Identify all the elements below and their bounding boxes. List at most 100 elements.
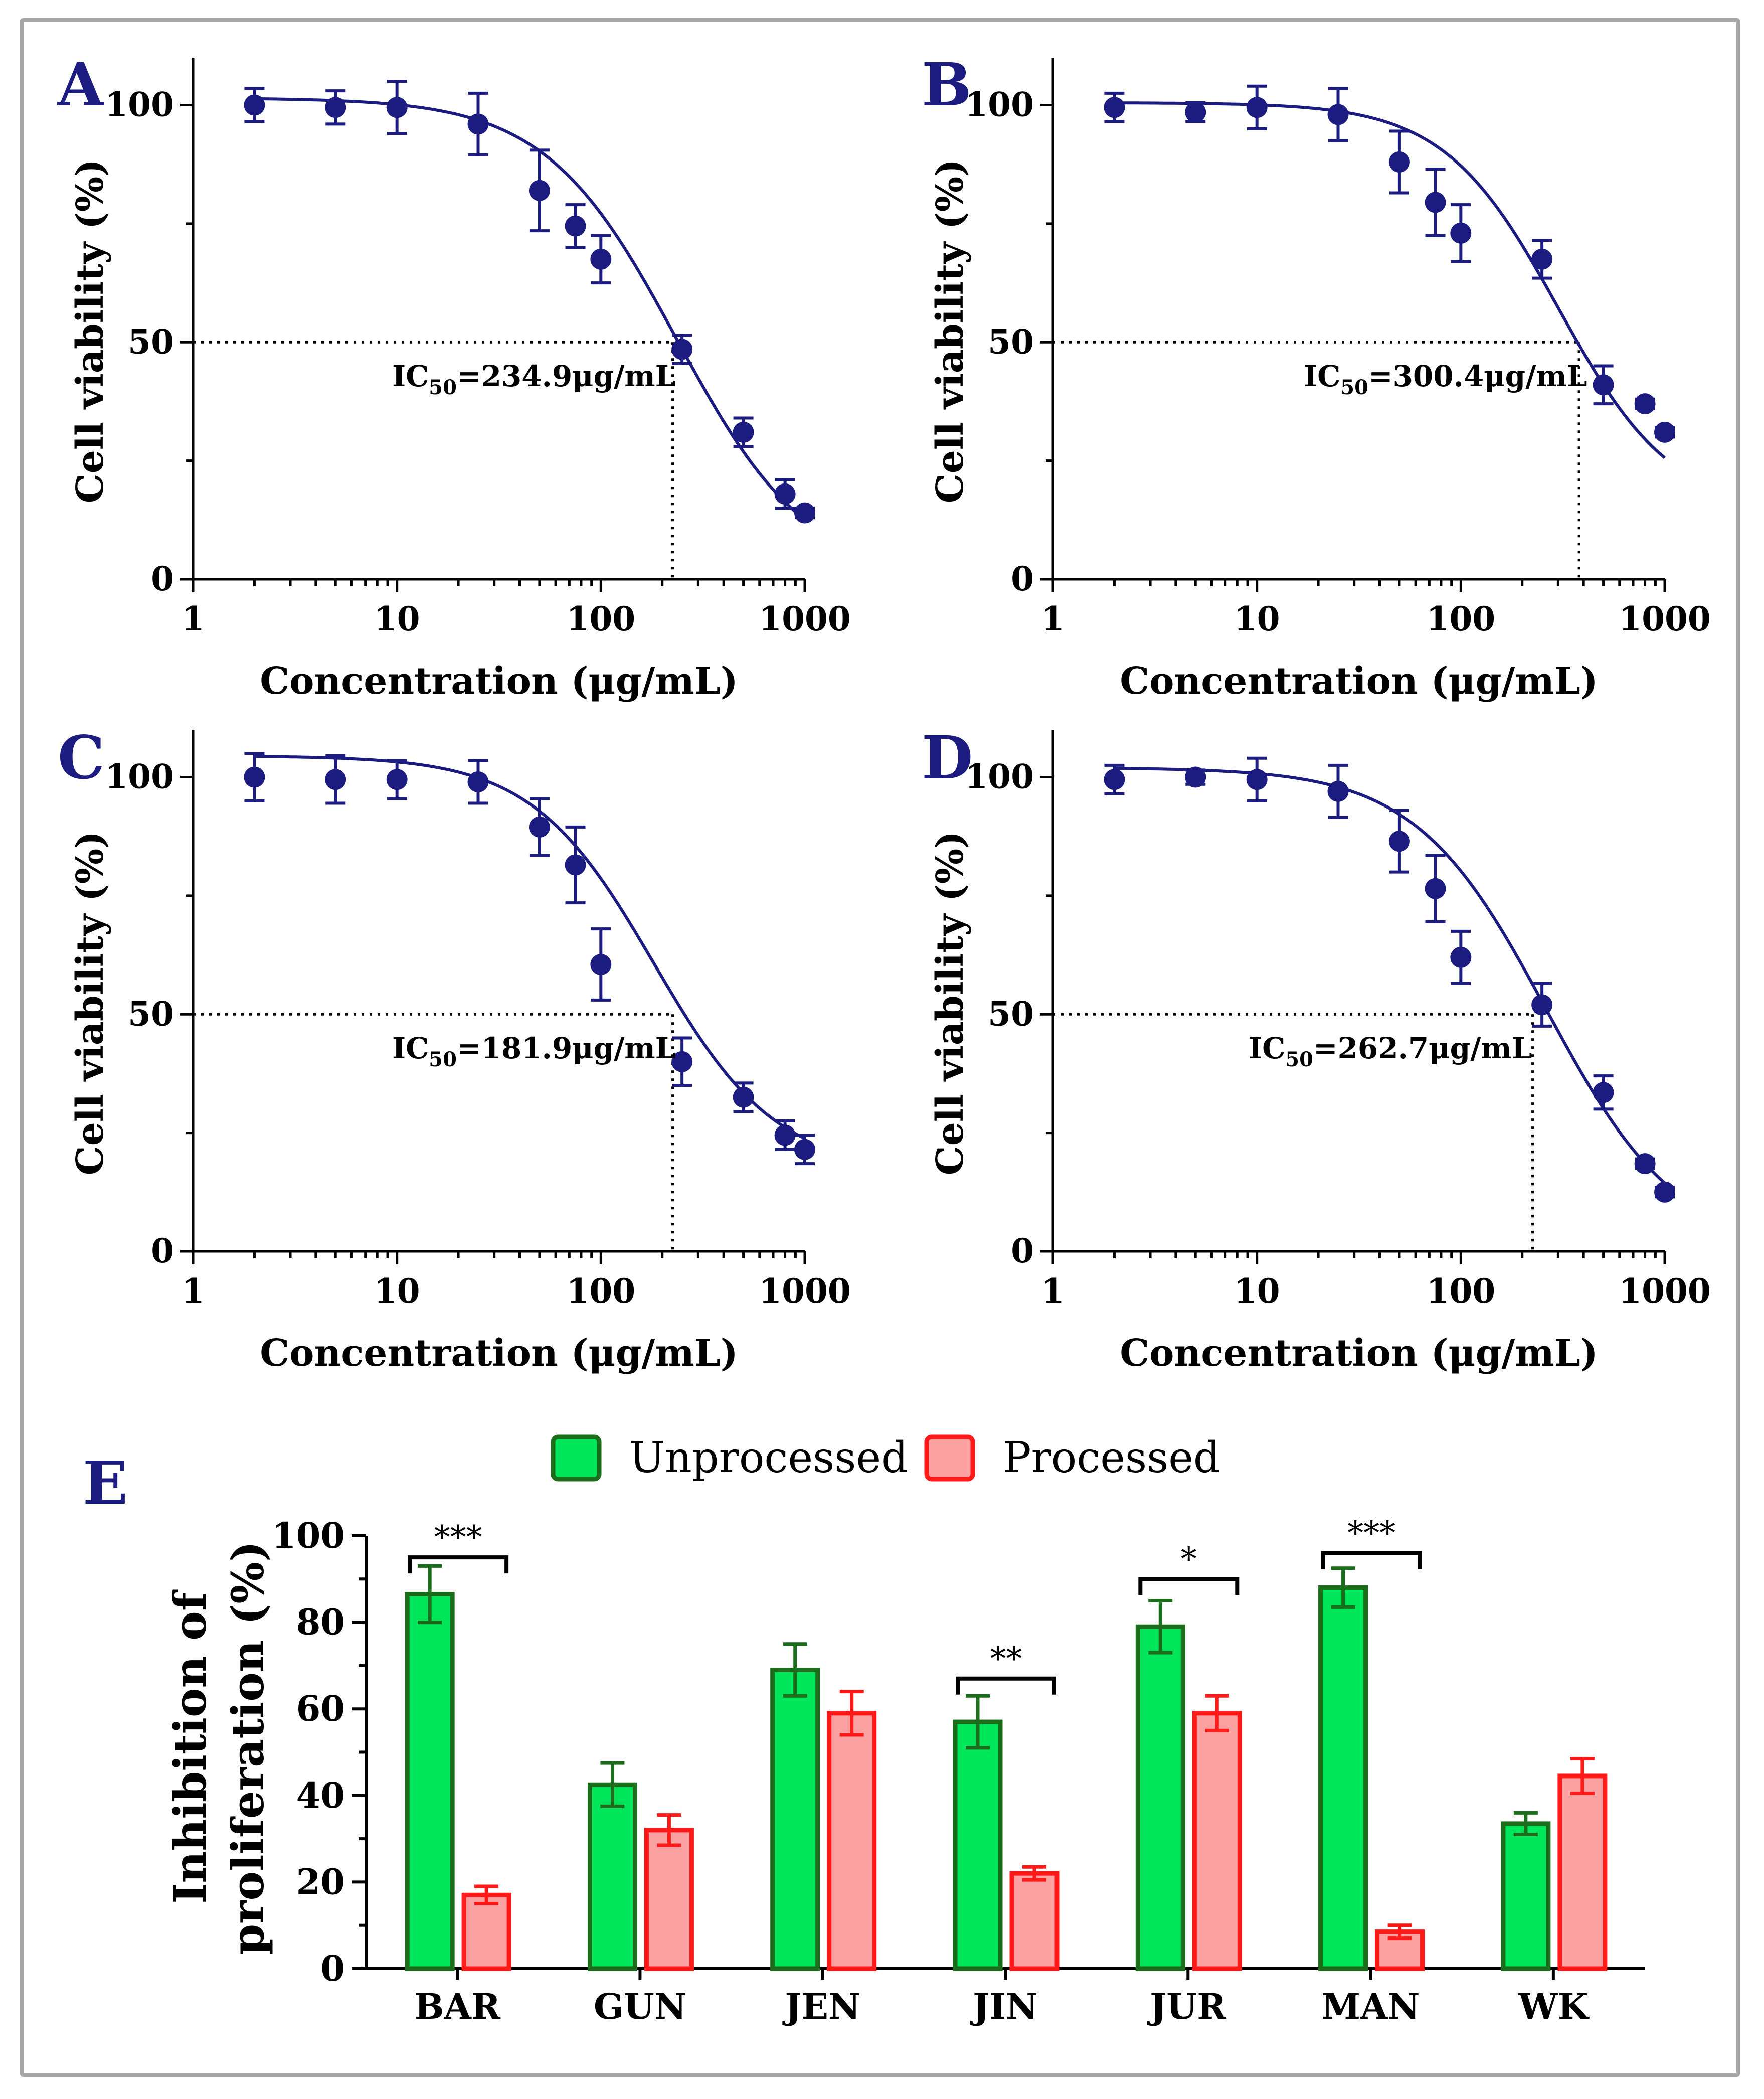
x-tick-label: 1 (182, 1271, 205, 1311)
data-point (794, 1139, 815, 1160)
bar-processed (461, 1892, 511, 1971)
bar-processed (827, 1711, 877, 1971)
x-tick-label: 1000 (759, 1271, 851, 1311)
panel-d-ic50-label: IC50=262.7μg/mL (1249, 1031, 1532, 1071)
y-tick-label: 50 (128, 322, 174, 361)
y-tick-label: 50 (988, 994, 1034, 1033)
y-tick-label: 100 (105, 85, 174, 124)
x-tick-label: JUR (1147, 1986, 1226, 2027)
fit-curve (1114, 767, 1666, 1184)
y-tick-label: 0 (1011, 1231, 1034, 1270)
x-tick-label: BAR (414, 1986, 500, 2027)
legend-label-processed: Processed (1003, 1433, 1220, 1482)
bar-processed (1009, 1871, 1060, 1971)
fit-curve (254, 97, 806, 521)
significance-label: *** (434, 1519, 482, 1556)
bar-unprocessed (1135, 1624, 1185, 1971)
legend-label-unprocessed: Unprocessed (629, 1433, 908, 1482)
data-point (528, 816, 550, 838)
data-point (386, 769, 408, 790)
y-tick-label: 50 (128, 994, 174, 1033)
x-tick-label: JIN (970, 1986, 1038, 2027)
data-point (1634, 1153, 1656, 1175)
y-tick-label: 50 (988, 322, 1034, 361)
data-point (244, 94, 265, 116)
data-point (733, 421, 754, 443)
y-tick-label: 0 (151, 1231, 174, 1270)
y-tick-label: 0 (1011, 559, 1034, 598)
data-point (528, 180, 550, 201)
bar-unprocessed (953, 1719, 1003, 1971)
data-point (1531, 248, 1553, 270)
data-point (1246, 97, 1268, 118)
data-point (1593, 374, 1614, 396)
figure-frame (20, 18, 1740, 2077)
y-tick-label: 0 (151, 559, 174, 598)
bar-unprocessed (770, 1668, 820, 1971)
data-point (1185, 766, 1206, 788)
data-point (1327, 104, 1349, 125)
y-tick-label: 100 (105, 757, 174, 796)
panel-e: Unprocessed Processed Inhibition of prol… (164, 1433, 1645, 2027)
panel-a: 1 10 100 1000 0 50 100 Cell viability (%) Conc… (69, 58, 851, 703)
x-tick-label: 1000 (1619, 599, 1711, 638)
panel-letter-e: E (83, 1448, 128, 1518)
data-point (794, 502, 815, 524)
y-tick-label: 40 (296, 1774, 345, 1816)
data-point (590, 248, 612, 270)
y-tick-label: 20 (296, 1861, 345, 1902)
fit-curve (254, 755, 806, 1140)
data-point (467, 771, 489, 792)
significance-bracket (1321, 1551, 1422, 1569)
x-tick-label: 1000 (1619, 1271, 1711, 1311)
panel-c: 1 10 100 1000 0 50 100 Cell viability (%) Conc… (69, 730, 851, 1375)
y-tick-label: 100 (965, 757, 1034, 796)
x-tick-label: GUN (594, 1986, 686, 2027)
significance-bracket (408, 1555, 509, 1574)
x-tick-label: JEN (782, 1986, 860, 2027)
data-point (774, 1124, 796, 1146)
significance-label: ** (990, 1641, 1022, 1678)
data-point (1654, 421, 1675, 443)
data-point (1104, 769, 1125, 790)
panel-letter-b: B (922, 50, 972, 119)
x-tick-label: WK (1518, 1986, 1590, 2027)
data-point (1246, 769, 1268, 790)
data-point (565, 854, 586, 876)
data-point (1327, 780, 1349, 802)
panel-c-xlabel: Concentration (μg/mL) (260, 1332, 738, 1375)
data-point (244, 766, 265, 788)
data-point (1425, 192, 1446, 213)
data-point (1654, 1181, 1675, 1203)
y-tick-label: 80 (296, 1601, 345, 1643)
data-point (1450, 222, 1472, 244)
x-tick-label: 100 (1426, 1271, 1495, 1311)
x-tick-label: 10 (1234, 1271, 1280, 1311)
data-point (671, 1051, 693, 1072)
data-point (1593, 1082, 1614, 1103)
x-tick-label: 1 (1041, 599, 1065, 638)
panel-d-xlabel: Concentration (μg/mL) (1120, 1332, 1598, 1375)
x-tick-label: MAN (1322, 1986, 1420, 2027)
panel-c-ylabel: Cell viability (%) (69, 831, 112, 1175)
bar-processed (1557, 1773, 1608, 1971)
panel-c-ic50-label: IC50=181.9μg/mL (392, 1031, 676, 1071)
x-tick-label: 100 (566, 1271, 635, 1311)
panel-b-ic50-label: IC50=300.4μg/mL (1304, 359, 1587, 399)
y-tick-label: 100 (272, 1515, 345, 1556)
y-tick-label: 0 (320, 1948, 345, 1989)
bar-processed (1192, 1711, 1242, 1971)
bar-unprocessed (1501, 1821, 1551, 1971)
bar-unprocessed (405, 1592, 455, 1971)
y-tick-label: 100 (965, 85, 1034, 124)
data-point (1450, 946, 1472, 968)
panel-b-ylabel: Cell viability (%) (929, 159, 972, 503)
data-point (386, 97, 408, 118)
data-point (1388, 151, 1410, 173)
data-point (1634, 393, 1656, 415)
y-tick-label: 60 (296, 1688, 345, 1729)
panel-a-ic50-label: IC50=234.9μg/mL (392, 359, 676, 399)
panel-a-ylabel: Cell viability (%) (69, 159, 112, 503)
data-point (1388, 831, 1410, 852)
